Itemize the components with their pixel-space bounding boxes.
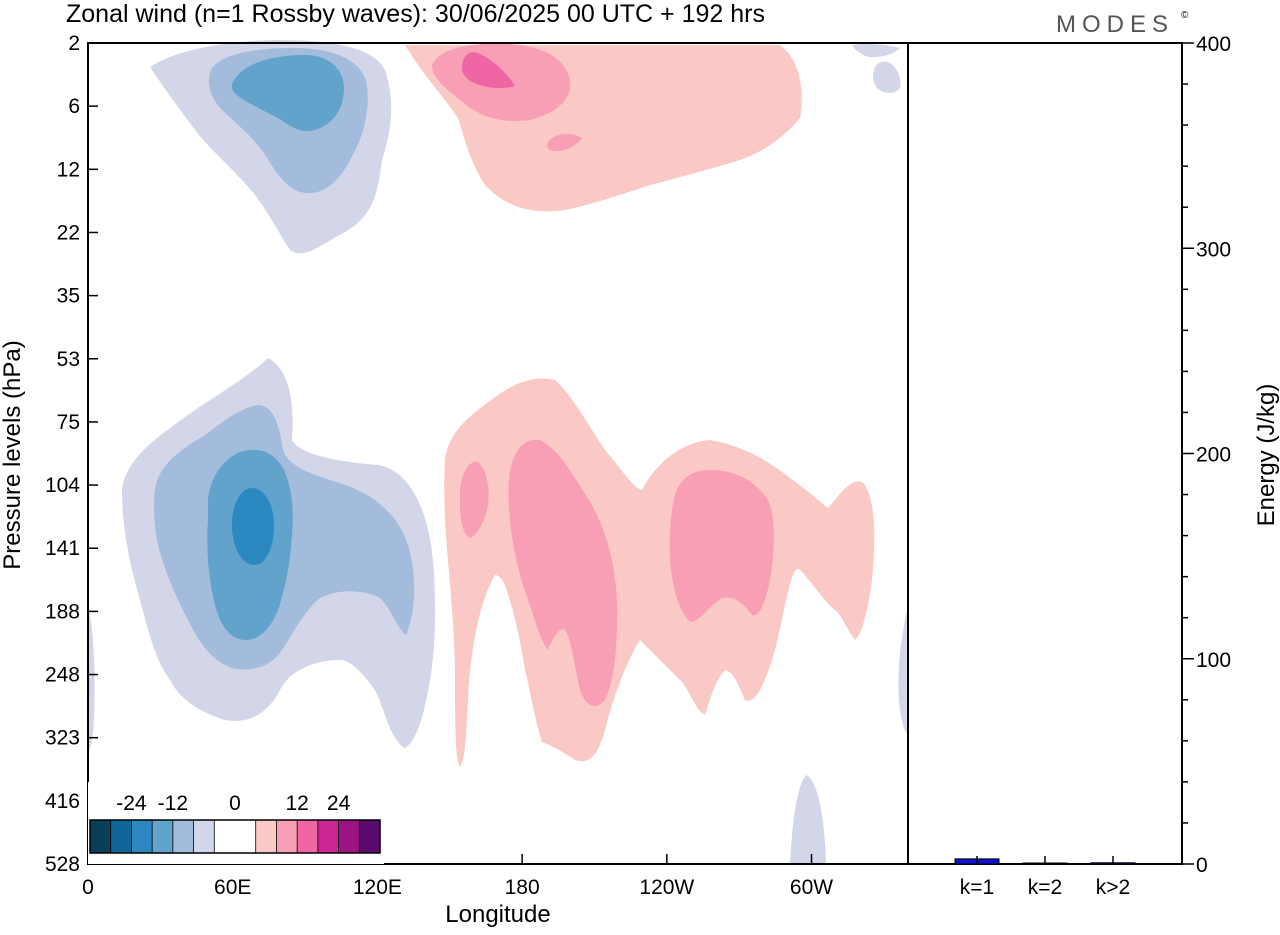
y-tick-label: 6 xyxy=(68,95,80,118)
y-axis-ticks: 2 6 12 22 35 53 75 104 141 188 248 323 416 528 xyxy=(45,32,98,876)
y-tick-label: 188 xyxy=(45,600,80,623)
colorbar-frame xyxy=(89,819,381,854)
colorbar-label: 0 xyxy=(229,792,241,815)
y-tick-label: 528 xyxy=(45,853,80,876)
y-tick-label: 12 xyxy=(57,158,80,181)
y-tick-label: 2 xyxy=(68,32,80,55)
brand-mark: © xyxy=(1181,10,1189,21)
colorbar-swatch xyxy=(276,820,298,853)
colorbar-swatch xyxy=(255,820,277,853)
y-tick-label: 35 xyxy=(57,285,80,308)
colorbar-label: 24 xyxy=(327,792,351,815)
y-tick-label: 22 xyxy=(57,221,80,244)
contour-neg1-topright-a xyxy=(852,44,900,58)
bar-category-label: k=1 xyxy=(960,876,994,899)
colorbar-swatch xyxy=(152,820,174,853)
colorbar-label: -24 xyxy=(116,792,147,815)
colorbar-swatch xyxy=(131,820,153,853)
contour-pos2-trop-c xyxy=(669,470,774,622)
x-axis-label: Longitude xyxy=(445,901,550,928)
colorbar-legend: -24 -12 0 12 24 xyxy=(88,782,384,864)
y-tick-label: 75 xyxy=(57,411,80,434)
colorbar-swatch xyxy=(90,820,112,853)
x-tick-label: 0 xyxy=(82,876,94,899)
colorbar-swatch xyxy=(338,820,360,853)
colorbar-swatch xyxy=(235,820,257,853)
bar-category-label: k=2 xyxy=(1028,876,1062,899)
y-axis-label: Pressure levels (hPa) xyxy=(0,340,26,569)
y-tick-label: 53 xyxy=(57,348,80,371)
x-tick-label: 120W xyxy=(639,876,694,899)
contour-pos3-strat xyxy=(462,52,515,89)
contour-neg1-topright-b xyxy=(873,61,901,93)
colorbar-swatch xyxy=(317,820,339,853)
x-tick-label: 60E xyxy=(214,876,251,899)
contour-neg1-rightedge xyxy=(898,606,908,734)
y-tick-label: 141 xyxy=(45,537,80,560)
x-axis-ticks: 0 60E 120E 180 120W 60W xyxy=(82,854,833,899)
contour-pos2-trop-b xyxy=(508,439,618,707)
energy-axis-label: Energy (J/kg) xyxy=(1253,384,1280,527)
colorbar-swatch xyxy=(214,820,236,853)
contour-pos1-trop xyxy=(444,378,875,767)
colorbar-swatch xyxy=(172,820,194,853)
energy-tick-label: 200 xyxy=(1196,444,1231,467)
x-tick-label: 60W xyxy=(790,876,833,899)
energy-bars: k=1 k=2 k>2 xyxy=(954,856,1136,899)
y-tick-label: 104 xyxy=(45,474,80,497)
x-tick-label: 120E xyxy=(353,876,402,899)
y-tick-label: 248 xyxy=(45,664,80,687)
energy-tick-label: 0 xyxy=(1196,854,1208,877)
contour-pos2-strat-small xyxy=(546,133,582,152)
colorbar-swatch xyxy=(359,820,381,853)
energy-tick-label: 300 xyxy=(1196,238,1231,261)
colorbar-label: -12 xyxy=(158,792,188,815)
x-tick-label: 180 xyxy=(505,876,540,899)
energy-axis: 0 100 200 300 400 xyxy=(1182,33,1231,877)
colorbar-label: 12 xyxy=(285,792,308,815)
colorbar-swatch xyxy=(110,820,132,853)
colorbar-swatch xyxy=(297,820,319,853)
contour-neg3-strat xyxy=(231,55,344,132)
energy-tick-label: 400 xyxy=(1196,33,1231,56)
y-tick-label: 416 xyxy=(45,790,80,813)
colorbar-swatch xyxy=(193,820,215,853)
contour-pos2-trop-a xyxy=(460,461,489,538)
brand-name: MODES xyxy=(1056,11,1174,38)
energy-tick-label: 100 xyxy=(1196,649,1231,672)
contour-field xyxy=(88,40,908,864)
contour-neg4-trop xyxy=(232,488,274,565)
y-tick-label: 323 xyxy=(45,727,80,750)
contour-neg1-east xyxy=(790,775,826,864)
chart-title: Zonal wind (n=1 Rossby waves): 30/06/202… xyxy=(66,0,765,28)
modes-logo: MODES © xyxy=(1056,10,1189,38)
contour-neg1-leftedge xyxy=(88,605,95,752)
bar-category-label: k>2 xyxy=(1096,876,1130,899)
energy-panel-frame xyxy=(907,42,1183,865)
